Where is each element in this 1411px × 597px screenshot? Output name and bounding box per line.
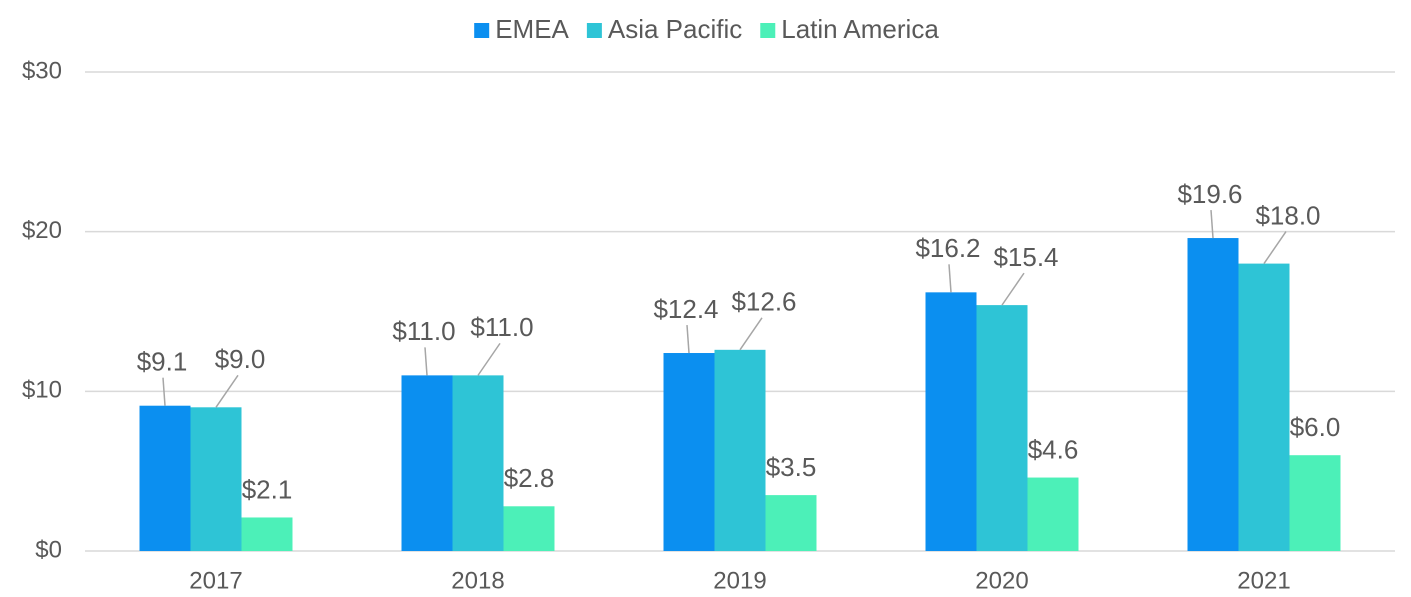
data-label: $4.6	[1028, 434, 1079, 464]
bar	[1238, 263, 1290, 551]
bar	[765, 495, 817, 551]
data-label: $18.0	[1255, 200, 1320, 230]
data-label: $12.4	[653, 294, 718, 324]
bar	[452, 375, 504, 551]
bar	[1027, 477, 1079, 551]
bar	[190, 407, 242, 551]
data-label: $9.1	[137, 347, 188, 377]
bar	[241, 517, 293, 551]
leader-line	[1210, 209, 1214, 239]
data-label: $15.4	[993, 242, 1058, 272]
leader-line	[162, 377, 166, 406]
data-label: $11.0	[392, 316, 455, 346]
x-tick-label: 2018	[451, 567, 504, 594]
x-tick-label: 2020	[975, 567, 1028, 594]
bar	[714, 349, 766, 551]
leader-line	[1001, 272, 1025, 306]
data-label: $2.1	[242, 474, 293, 504]
leader-line	[424, 347, 428, 376]
leader-line	[739, 317, 763, 351]
x-tick-label: 2017	[189, 567, 242, 594]
data-label: $3.5	[766, 452, 817, 482]
leader-line	[477, 342, 501, 376]
data-label: $16.2	[915, 233, 980, 263]
y-tick-label: $0	[35, 536, 62, 563]
legend-swatch	[760, 23, 776, 38]
data-label: $6.0	[1290, 412, 1341, 442]
y-tick-label: $10	[22, 377, 62, 404]
legend-label: Latin America	[781, 14, 939, 44]
legend-label: EMEA	[495, 14, 569, 44]
legend-swatch	[586, 23, 602, 38]
y-tick-label: $20	[22, 217, 62, 244]
leader-line	[215, 374, 239, 408]
bar	[976, 305, 1028, 551]
bar	[663, 353, 715, 551]
legend-label: Asia Pacific	[608, 14, 742, 44]
leader-line	[948, 264, 952, 293]
bar	[1187, 238, 1239, 551]
data-label: $12.6	[731, 287, 796, 317]
legend-swatch	[474, 23, 490, 38]
x-tick-label: 2019	[713, 567, 766, 594]
x-tick-label: 2021	[1237, 567, 1290, 594]
data-label: $19.6	[1177, 179, 1242, 209]
bar	[401, 375, 453, 551]
leader-line	[686, 324, 690, 354]
y-tick-label: $30	[22, 57, 62, 84]
data-label: $11.0	[470, 312, 533, 342]
data-label: $9.0	[215, 344, 266, 374]
bar	[139, 405, 191, 551]
bar	[1289, 455, 1341, 551]
data-label: $2.8	[504, 463, 555, 493]
bar	[503, 506, 555, 551]
bar	[925, 292, 977, 551]
leader-line	[1263, 231, 1287, 265]
